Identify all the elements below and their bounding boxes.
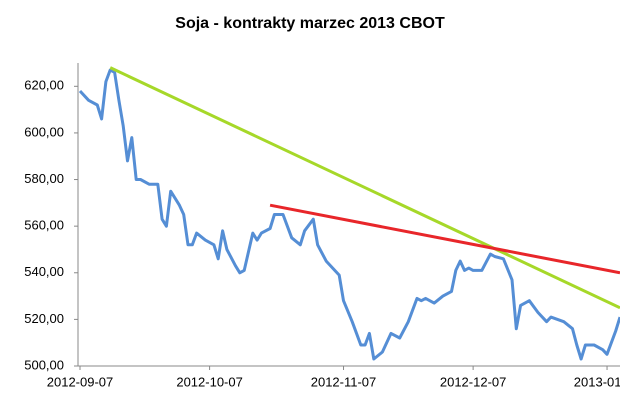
y-tick-label: 500,00 xyxy=(24,357,64,372)
y-tick-label: 560,00 xyxy=(24,218,64,233)
y-tick-label: 520,00 xyxy=(24,311,64,326)
data-line xyxy=(78,68,620,361)
y-tick-label: 620,00 xyxy=(24,78,64,93)
y-tick-label: 600,00 xyxy=(24,124,64,139)
y-tick-label: 580,00 xyxy=(24,171,64,186)
x-tick-label: 2013-01-07 xyxy=(574,374,620,389)
x-tick-label: 2012-12-07 xyxy=(440,374,507,389)
trend-line xyxy=(269,203,620,275)
trend-line xyxy=(109,66,620,310)
x-tick-label: 2012-09-07 xyxy=(47,374,114,389)
y-tick-label: 540,00 xyxy=(24,264,64,279)
chart-title: Soja - kontrakty marzec 2013 CBOT xyxy=(175,15,445,32)
x-tick-label: 2012-10-07 xyxy=(176,374,243,389)
x-tick-label: 2012-11-07 xyxy=(311,374,377,389)
